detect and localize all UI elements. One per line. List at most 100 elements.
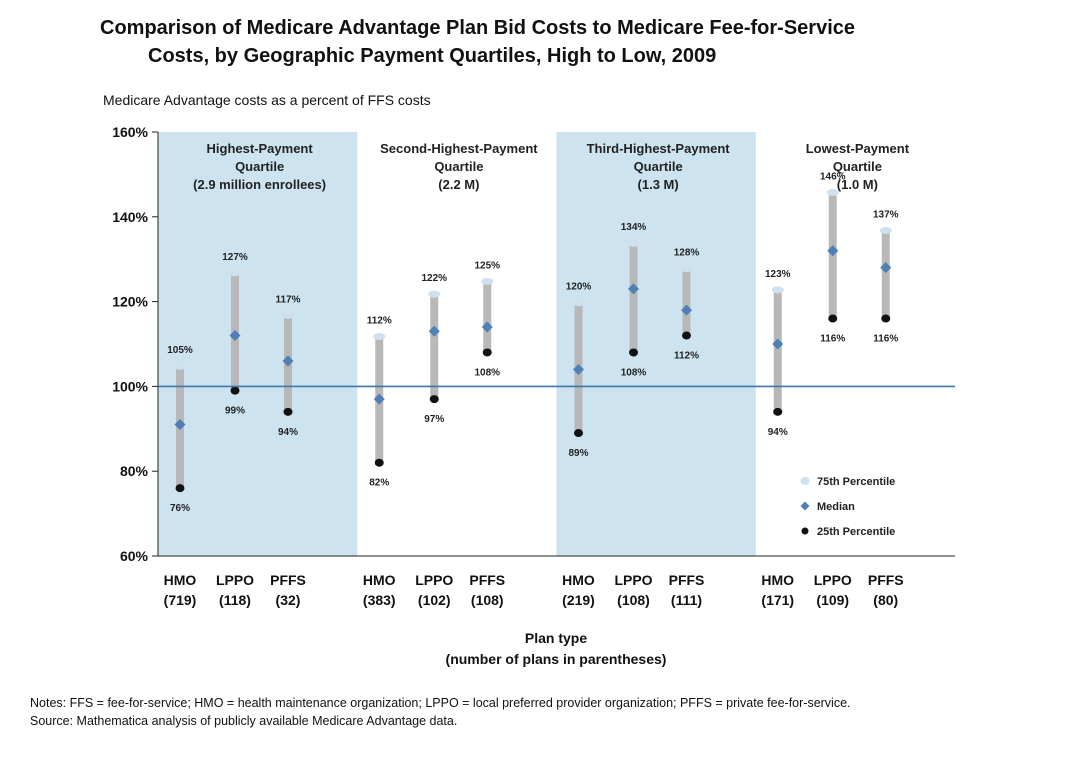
p25-data-label: 82% xyxy=(369,478,389,489)
x-category-label: PFFS xyxy=(868,572,904,588)
x-category-count: (219) xyxy=(562,592,595,608)
range-bar xyxy=(881,229,890,319)
p25-marker xyxy=(374,458,384,467)
p75-data-label: 105% xyxy=(167,345,193,356)
range-bar xyxy=(430,293,439,400)
p25-marker xyxy=(175,484,185,493)
p75-marker xyxy=(680,265,693,273)
p25-data-label: 108% xyxy=(474,367,500,378)
median-marker xyxy=(373,393,385,405)
quartile-label: Quartile xyxy=(833,159,882,174)
y-tick-label: 160% xyxy=(112,124,148,140)
p75-marker xyxy=(572,299,585,307)
p75-marker xyxy=(826,188,839,196)
legend-p75-swatch xyxy=(800,477,810,485)
quartile-label: Third-Highest-Payment xyxy=(587,141,731,156)
x-category-count: (108) xyxy=(617,592,650,608)
range-bar xyxy=(773,288,782,412)
p25-marker xyxy=(230,386,240,395)
p75-data-label: 112% xyxy=(367,316,392,327)
p75-marker xyxy=(627,239,640,247)
p25-data-label: 97% xyxy=(424,414,444,425)
p25-data-label: 108% xyxy=(621,367,647,378)
p75-data-label: 123% xyxy=(765,269,791,280)
median-marker xyxy=(681,304,692,316)
quartile-label: (2.2 M) xyxy=(438,177,479,192)
p75-marker xyxy=(373,333,386,341)
median-marker xyxy=(628,283,639,295)
x-category-count: (118) xyxy=(219,592,251,608)
quartile-label: Highest-Payment xyxy=(207,141,314,156)
x-category-label: PFFS xyxy=(669,572,705,588)
p75-data-label: 134% xyxy=(621,222,647,233)
median-marker xyxy=(428,325,440,337)
y-tick-label: 60% xyxy=(120,548,149,564)
y-tick-label: 100% xyxy=(112,378,148,394)
median-marker xyxy=(827,245,839,257)
x-category-count: (109) xyxy=(816,592,849,608)
x-category-count: (32) xyxy=(276,592,301,608)
x-category-count: (80) xyxy=(873,592,898,608)
chart-title-line2: Costs, by Geographic Payment Quartiles, … xyxy=(148,45,717,67)
quartile-label: (1.0 M) xyxy=(837,177,878,192)
p25-data-label: 112% xyxy=(674,351,699,362)
p75-data-label: 146% xyxy=(820,171,846,182)
x-category-label: HMO xyxy=(164,572,197,588)
notes-line: Notes: FFS = fee-for-service; HMO = heal… xyxy=(30,696,851,710)
p25-data-label: 94% xyxy=(768,427,788,438)
legend-median-label: Median xyxy=(817,501,855,513)
quartile-shade xyxy=(158,132,358,556)
quartile-label: Second-Highest-Payment xyxy=(380,141,538,156)
quartile-label: Lowest-Payment xyxy=(806,141,910,156)
legend-p25-label: 25th Percentile xyxy=(817,526,895,538)
p75-data-label: 122% xyxy=(421,273,447,284)
median-marker xyxy=(282,355,294,367)
p75-marker xyxy=(174,362,186,370)
median-marker xyxy=(174,419,186,431)
x-axis-subtitle: (number of plans in parentheses) xyxy=(446,651,667,667)
quartile-label: Quartile xyxy=(434,159,483,174)
p25-data-label: 116% xyxy=(820,334,845,345)
p25-marker xyxy=(574,429,583,438)
p25-marker xyxy=(828,314,838,323)
p25-marker xyxy=(629,348,638,357)
p25-data-label: 116% xyxy=(873,334,898,345)
p25-data-label: 99% xyxy=(225,406,245,417)
y-tick-label: 80% xyxy=(120,463,149,479)
p75-marker xyxy=(229,269,241,277)
x-axis-title: Plan type xyxy=(525,630,587,646)
p75-data-label: 137% xyxy=(873,210,899,221)
x-category-count: (171) xyxy=(761,592,794,608)
range-bar xyxy=(483,280,492,353)
x-category-label: HMO xyxy=(562,572,595,588)
x-category-count: (108) xyxy=(471,592,504,608)
p75-data-label: 128% xyxy=(674,248,700,259)
x-category-label: PFFS xyxy=(270,572,306,588)
median-marker xyxy=(772,338,784,350)
range-bar xyxy=(629,242,638,353)
x-category-label: LPPO xyxy=(415,572,453,588)
p25-marker xyxy=(482,348,492,357)
x-category-label: PFFS xyxy=(469,572,505,588)
x-category-label: LPPO xyxy=(216,572,254,588)
chart-title: Comparison of Medicare Advantage Plan Bi… xyxy=(100,14,855,70)
quartile-shade xyxy=(556,132,756,556)
legend-p75-label: 75th Percentile xyxy=(817,476,895,488)
p75-marker xyxy=(282,311,294,319)
p25-marker xyxy=(773,407,783,416)
p25-marker xyxy=(429,395,439,404)
chart-notes: Notes: FFS = fee-for-service; HMO = heal… xyxy=(30,694,851,730)
p75-data-label: 127% xyxy=(222,252,248,263)
p25-marker xyxy=(283,407,293,416)
source-line: Source: Mathematica analysis of publicly… xyxy=(30,714,458,728)
legend-p25-swatch xyxy=(801,527,809,535)
quartile-label: (2.9 million enrollees) xyxy=(193,177,326,192)
quartile-label: (1.3 M) xyxy=(638,177,679,192)
p75-data-label: 117% xyxy=(275,294,300,305)
p25-data-label: 89% xyxy=(568,448,588,459)
quartile-label: Quartile xyxy=(634,159,683,174)
p25-marker xyxy=(881,314,891,323)
x-category-count: (111) xyxy=(671,592,702,608)
p75-marker xyxy=(879,227,892,235)
range-bar xyxy=(682,267,691,336)
